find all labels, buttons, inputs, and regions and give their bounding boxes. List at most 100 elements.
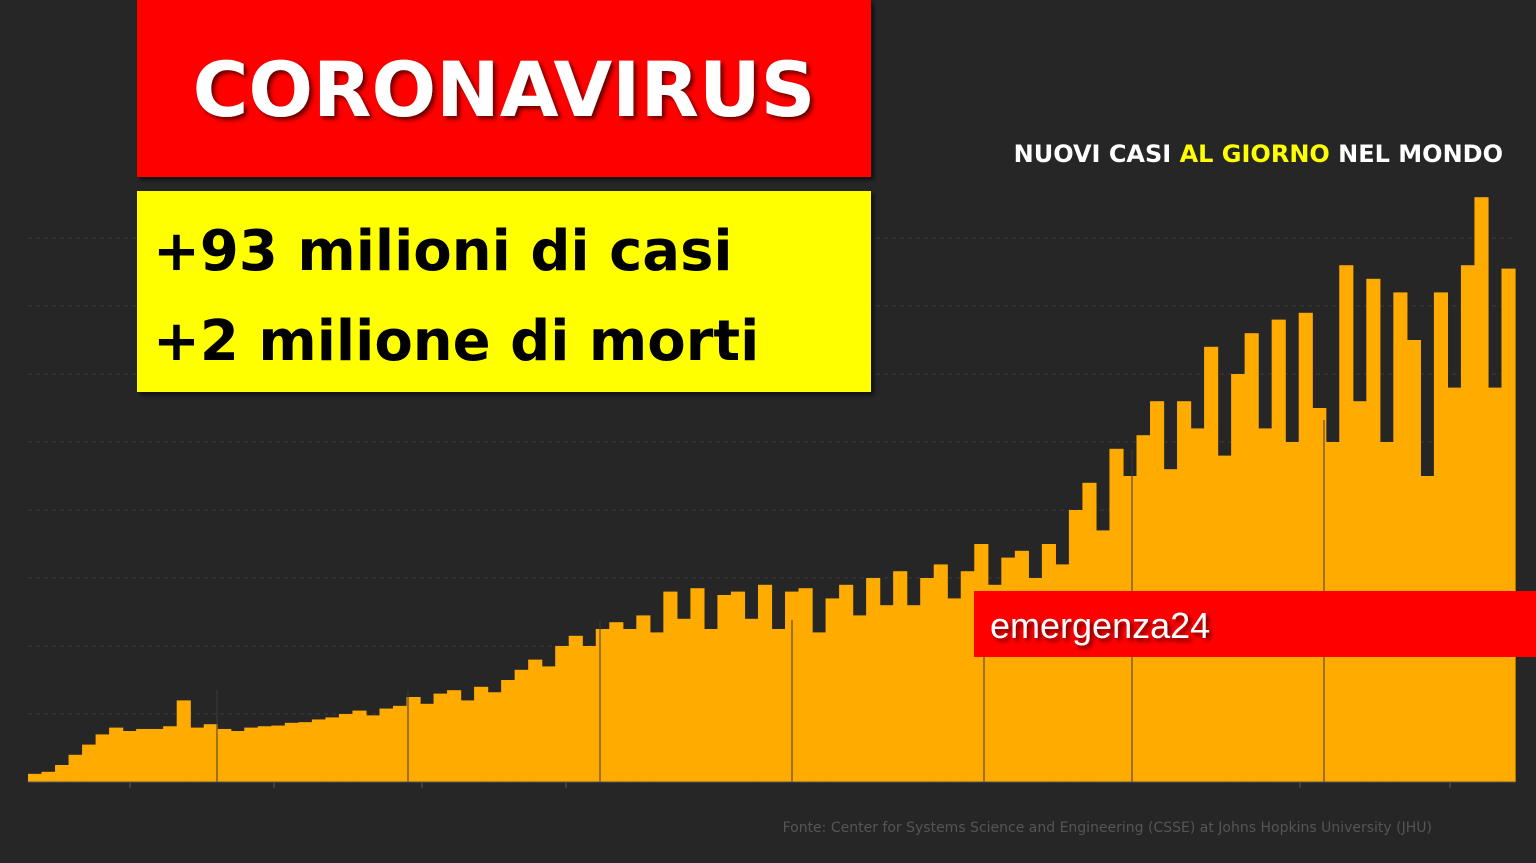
- bar: [176, 700, 191, 782]
- bar: [487, 692, 502, 782]
- bar: [839, 584, 854, 782]
- bar: [68, 754, 83, 782]
- bar: [1271, 319, 1286, 782]
- brand-box: [974, 591, 1536, 657]
- bar: [55, 765, 70, 782]
- brand: emergenza24: [990, 605, 1210, 646]
- bar: [501, 680, 516, 782]
- bar: [906, 605, 921, 782]
- bar: [541, 666, 556, 782]
- bar: [757, 584, 773, 782]
- bar: [555, 646, 570, 782]
- bar: [1487, 387, 1503, 782]
- bar: [893, 571, 908, 782]
- bar: [595, 629, 610, 782]
- bar: [311, 719, 326, 782]
- bar: [271, 725, 286, 782]
- bar: [852, 615, 867, 782]
- bar: [1406, 340, 1421, 782]
- bar: [392, 705, 408, 782]
- bar: [1474, 197, 1489, 782]
- bar: [812, 632, 827, 782]
- bar: [514, 669, 529, 782]
- stat-line: +2 milione di morti: [153, 309, 759, 374]
- bar: [933, 564, 948, 782]
- bar: [95, 734, 110, 782]
- bar: [947, 598, 962, 782]
- bar: [568, 635, 583, 782]
- bar: [1393, 292, 1408, 782]
- bar: [879, 605, 894, 782]
- bar: [203, 724, 218, 782]
- bar: [528, 659, 543, 782]
- bar: [622, 629, 637, 782]
- bar: [136, 728, 151, 782]
- bar: [1231, 374, 1246, 782]
- bar: [825, 598, 840, 782]
- bar: [1501, 268, 1516, 783]
- bar: [771, 629, 786, 782]
- bar: [1041, 544, 1056, 782]
- bar: [217, 728, 232, 782]
- stat-line: +93 milioni di casi: [153, 219, 733, 284]
- bar: [730, 591, 746, 782]
- bar: [352, 710, 367, 782]
- bar: [960, 571, 975, 782]
- bar: [649, 632, 664, 782]
- bar: [447, 690, 462, 782]
- bar: [420, 703, 435, 782]
- bar: [974, 544, 989, 782]
- bar: [676, 618, 691, 782]
- bar: [365, 715, 381, 782]
- bar: [190, 727, 205, 782]
- bar: [798, 588, 813, 782]
- bar: [122, 731, 137, 782]
- bar: [163, 726, 178, 782]
- bar: [1460, 265, 1476, 782]
- bar: [325, 717, 340, 782]
- bar: [298, 722, 313, 782]
- bar: [82, 744, 97, 782]
- bar: [1339, 265, 1354, 782]
- bar: [663, 591, 678, 782]
- bar: [703, 629, 719, 782]
- chart-title-part: AL GIORNO: [1180, 140, 1330, 168]
- bar: [474, 686, 489, 782]
- bar: [920, 578, 935, 782]
- bar: [338, 714, 354, 782]
- chart-title-part: NUOVI CASI: [1014, 140, 1180, 168]
- source: Fonte: Center for Systems Science and En…: [783, 820, 1432, 836]
- bar: [257, 726, 272, 782]
- bar: [1204, 346, 1219, 782]
- bar: [1298, 312, 1313, 782]
- bar: [717, 595, 732, 782]
- bar: [230, 731, 245, 782]
- bar: [433, 693, 448, 782]
- bar: [28, 773, 43, 782]
- bar: [460, 700, 475, 782]
- bar: [636, 615, 651, 782]
- bar: [1433, 292, 1449, 782]
- bar: [1014, 550, 1029, 782]
- bar: [609, 622, 624, 782]
- chart-title: NUOVI CASI AL GIORNO NEL MONDO: [1014, 140, 1503, 168]
- bar: [109, 727, 124, 782]
- bar: [744, 618, 759, 782]
- bar: [284, 722, 299, 782]
- x-ticks: [129, 782, 1451, 788]
- bar: [690, 588, 705, 782]
- headline: CORONAVIRUS: [193, 45, 816, 134]
- bar: [1244, 333, 1259, 782]
- bar: [866, 578, 881, 782]
- bar: [379, 708, 394, 782]
- bar: [149, 728, 164, 782]
- bar: [1366, 278, 1381, 782]
- stats-box: [137, 191, 871, 392]
- bar: [406, 697, 421, 782]
- chart-title-part: NEL MONDO: [1330, 140, 1503, 168]
- title-box: [137, 0, 871, 177]
- bar: [582, 646, 597, 782]
- bar: [244, 727, 259, 782]
